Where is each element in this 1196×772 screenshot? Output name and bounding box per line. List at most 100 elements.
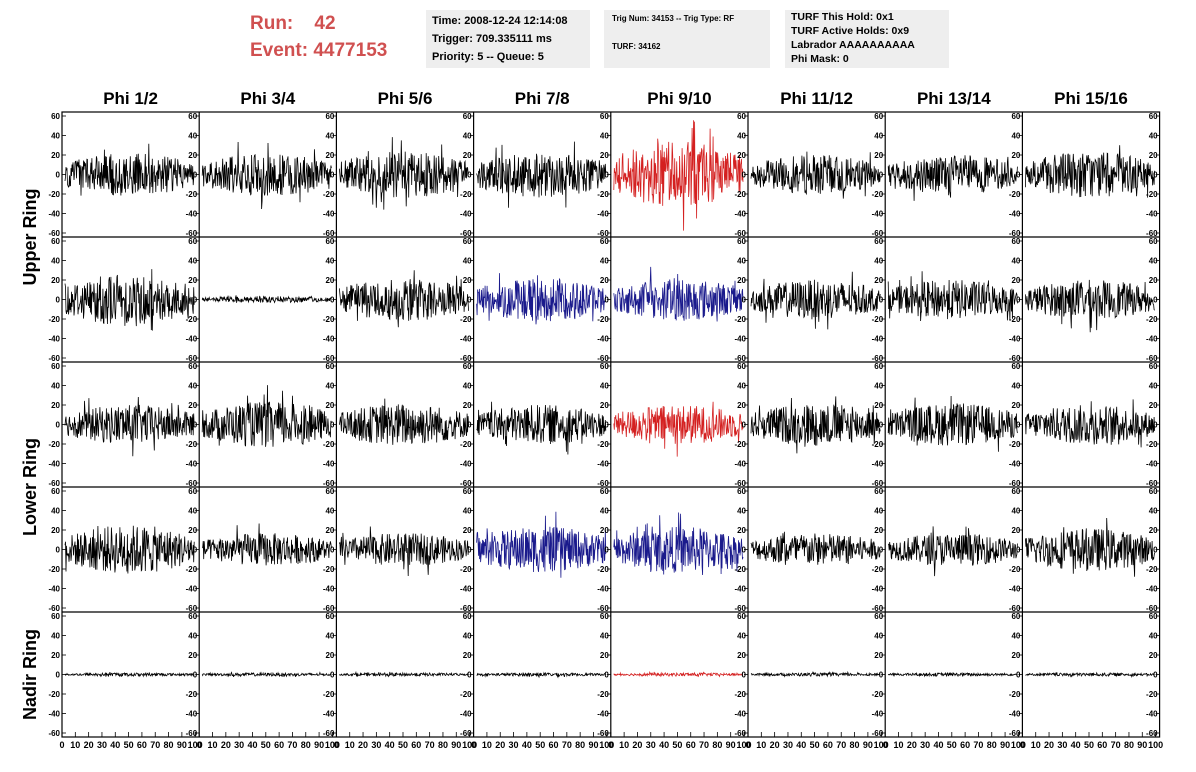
y-tick-label: 0 — [56, 671, 61, 680]
x-tick-label: 100 — [1148, 740, 1163, 750]
y-tick-label: -40 — [1146, 210, 1158, 219]
y-tick-label: -40 — [734, 335, 746, 344]
y-tick-label: 60 — [51, 237, 60, 246]
turf-text: TURF: 34162 — [612, 42, 661, 51]
x-tick-label: 0 — [745, 740, 750, 750]
y-tick-label: 20 — [188, 526, 197, 535]
y-tick-label: 0 — [330, 421, 335, 430]
time-text: Time: 2008-12-24 12:14:08 — [432, 15, 568, 27]
y-tick-label: -40 — [48, 210, 60, 219]
x-tick-label: 10 — [756, 740, 766, 750]
y-tick-label: 40 — [737, 257, 746, 266]
ring-label: Lower Ring — [20, 438, 40, 536]
y-tick-label: 0 — [604, 171, 609, 180]
y-tick-label: 60 — [737, 237, 746, 246]
y-tick-label: -40 — [872, 460, 884, 469]
y-tick-label: -60 — [597, 604, 609, 613]
y-tick-label: 40 — [600, 507, 609, 516]
y-tick-label: -20 — [1009, 440, 1021, 449]
x-tick-label: 20 — [770, 740, 780, 750]
waveform-trace — [1025, 279, 1155, 333]
y-tick-label: -20 — [323, 565, 335, 574]
y-tick-label: 40 — [737, 632, 746, 641]
y-tick-label: 40 — [325, 507, 334, 516]
y-tick-label: 40 — [1149, 382, 1158, 391]
y-tick-label: 0 — [604, 671, 609, 680]
y-tick-label: 20 — [463, 651, 472, 660]
y-tick-label: -40 — [1009, 335, 1021, 344]
y-tick-label: 20 — [1149, 526, 1158, 535]
y-tick-label: -40 — [734, 585, 746, 594]
y-tick-label: -60 — [1009, 479, 1021, 488]
y-tick-label: 60 — [463, 612, 472, 621]
y-tick-label: 20 — [1149, 651, 1158, 660]
x-tick-label: 20 — [632, 740, 642, 750]
y-tick-label: 60 — [874, 487, 883, 496]
y-tick-label: 40 — [1011, 632, 1020, 641]
y-tick-label: 40 — [874, 382, 883, 391]
y-tick-label: 0 — [1016, 546, 1021, 555]
waveform-trace — [887, 526, 1018, 577]
run-event-box: Run: 42 Event: 4477153 — [250, 10, 387, 64]
y-tick-label: -20 — [186, 315, 198, 324]
y-tick-label: 40 — [874, 632, 883, 641]
y-tick-label: -60 — [48, 729, 60, 738]
x-tick-label: 60 — [823, 740, 833, 750]
y-tick-label: -40 — [734, 710, 746, 719]
y-tick-label: 20 — [600, 151, 609, 160]
y-tick-label: -20 — [1009, 315, 1021, 324]
x-tick-label: 40 — [247, 740, 257, 750]
column-title: Phi 1/2 — [103, 89, 158, 108]
waveform-trace — [613, 120, 744, 231]
y-tick-label: 20 — [51, 526, 60, 535]
y-tick-label: 0 — [1153, 671, 1158, 680]
y-tick-label: -60 — [872, 354, 884, 363]
y-tick-label: 40 — [1011, 257, 1020, 266]
column-title: Phi 7/8 — [515, 89, 570, 108]
y-tick-label: 20 — [51, 151, 60, 160]
y-tick-label: 60 — [188, 237, 197, 246]
y-tick-label: -60 — [186, 229, 198, 238]
y-tick-label: -20 — [48, 190, 60, 199]
x-tick-label: 10 — [894, 740, 904, 750]
y-tick-label: 60 — [874, 237, 883, 246]
y-tick-label: 20 — [188, 401, 197, 410]
y-tick-label: 40 — [325, 382, 334, 391]
y-tick-label: 40 — [600, 257, 609, 266]
y-tick-label: 20 — [325, 151, 334, 160]
y-tick-label: -40 — [186, 710, 198, 719]
y-tick-label: 60 — [188, 362, 197, 371]
y-tick-label: -60 — [48, 229, 60, 238]
y-tick-label: -40 — [186, 460, 198, 469]
y-tick-label: -20 — [734, 690, 746, 699]
y-tick-label: -40 — [734, 210, 746, 219]
x-tick-label: 10 — [482, 740, 492, 750]
y-tick-label: 40 — [1011, 507, 1020, 516]
y-tick-label: 20 — [600, 276, 609, 285]
x-tick-label: 70 — [150, 740, 160, 750]
y-tick-label: -60 — [872, 604, 884, 613]
waveform-trace — [64, 396, 195, 457]
y-tick-label: -60 — [734, 229, 746, 238]
y-tick-label: 20 — [325, 651, 334, 660]
y-tick-label: 40 — [51, 132, 60, 141]
y-tick-label: 60 — [600, 612, 609, 621]
y-tick-label: 20 — [737, 526, 746, 535]
y-tick-label: 40 — [51, 382, 60, 391]
x-tick-label: 30 — [1057, 740, 1067, 750]
y-tick-label: 40 — [737, 507, 746, 516]
y-tick-label: 0 — [1153, 546, 1158, 555]
waveform-trace — [887, 271, 1018, 322]
y-tick-label: -20 — [597, 690, 609, 699]
y-tick-label: -60 — [186, 354, 198, 363]
y-tick-label: 40 — [463, 507, 472, 516]
y-tick-label: 0 — [467, 421, 472, 430]
y-tick-label: 0 — [193, 671, 198, 680]
x-tick-label: 20 — [495, 740, 505, 750]
y-tick-label: 60 — [51, 612, 60, 621]
y-tick-label: -20 — [1146, 440, 1158, 449]
x-tick-label: 80 — [164, 740, 174, 750]
y-tick-label: 60 — [188, 487, 197, 496]
y-tick-label: 20 — [1149, 151, 1158, 160]
x-tick-label: 20 — [221, 740, 231, 750]
